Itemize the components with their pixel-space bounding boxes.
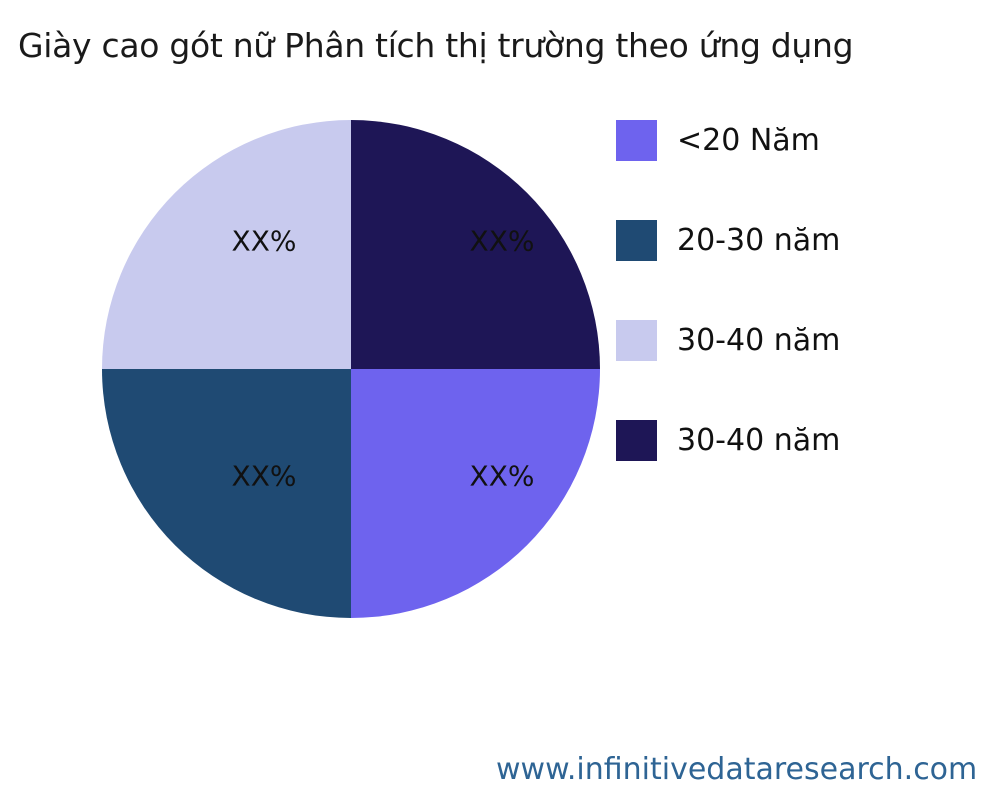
legend-label-1: 20-30 năm	[677, 222, 841, 258]
pie-slice-0	[351, 369, 600, 618]
legend-label-0: <20 Năm	[677, 122, 820, 158]
legend-item-1: 20-30 năm	[616, 220, 936, 261]
pie-slice-label-0: XX%	[469, 459, 535, 493]
legend-swatch-2	[616, 320, 657, 361]
chart-title: Giày cao gót nữ Phân tích thị trường the…	[18, 26, 854, 65]
chart-legend: <20 Năm 20-30 năm 30-40 năm 30-40 năm	[616, 120, 936, 520]
legend-swatch-3	[616, 420, 657, 461]
legend-item-2: 30-40 năm	[616, 320, 936, 361]
footer-website-link[interactable]: www.infinitivedataresearch.com	[496, 752, 978, 787]
legend-swatch-0	[616, 120, 657, 161]
legend-item-3: 30-40 năm	[616, 420, 936, 461]
legend-label-2: 30-40 năm	[677, 322, 841, 358]
legend-item-0: <20 Năm	[616, 120, 936, 161]
pie-slice-label-3: XX%	[469, 224, 535, 258]
pie-chart: XX% XX% XX% XX%	[102, 120, 600, 618]
pie-slice-3	[351, 120, 600, 369]
legend-label-3: 30-40 năm	[677, 422, 841, 458]
pie-svg	[102, 120, 600, 618]
legend-swatch-1	[616, 220, 657, 261]
pie-slice-2	[102, 120, 351, 369]
pie-slice-label-2: XX%	[231, 224, 297, 258]
pie-slice-label-1: XX%	[231, 459, 297, 493]
pie-slice-1	[102, 369, 351, 618]
